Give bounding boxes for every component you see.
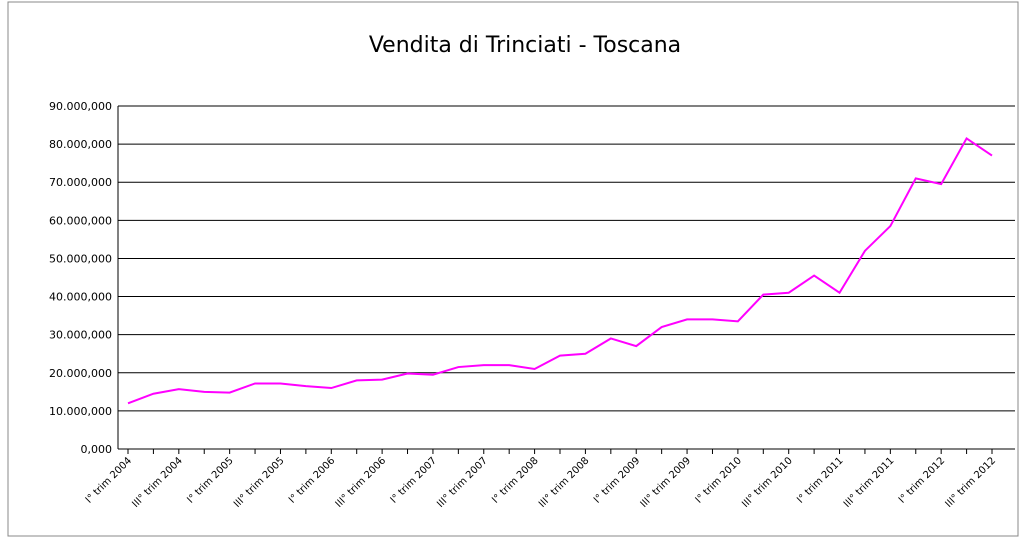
y-tick-label: 40.000,000: [49, 291, 112, 304]
y-tick-label: 60.000,000: [49, 214, 112, 227]
chart-frame: [7, 1, 1019, 537]
y-tick-label: 10.000,000: [49, 405, 112, 418]
y-tick-label: 70.000,000: [49, 176, 112, 189]
y-tick-label: 80.000,000: [49, 138, 112, 151]
y-tick-label: 30.000,000: [49, 329, 112, 342]
y-tick-label: 0,000: [81, 443, 113, 456]
chart-title: Vendita di Trinciati - Toscana: [369, 33, 681, 58]
data-line: [127, 136, 993, 405]
y-tick-label: 90.000,000: [49, 100, 112, 113]
y-tick-label: 20.000,000: [49, 367, 112, 380]
y-tick-label: 50.000,000: [49, 252, 112, 265]
